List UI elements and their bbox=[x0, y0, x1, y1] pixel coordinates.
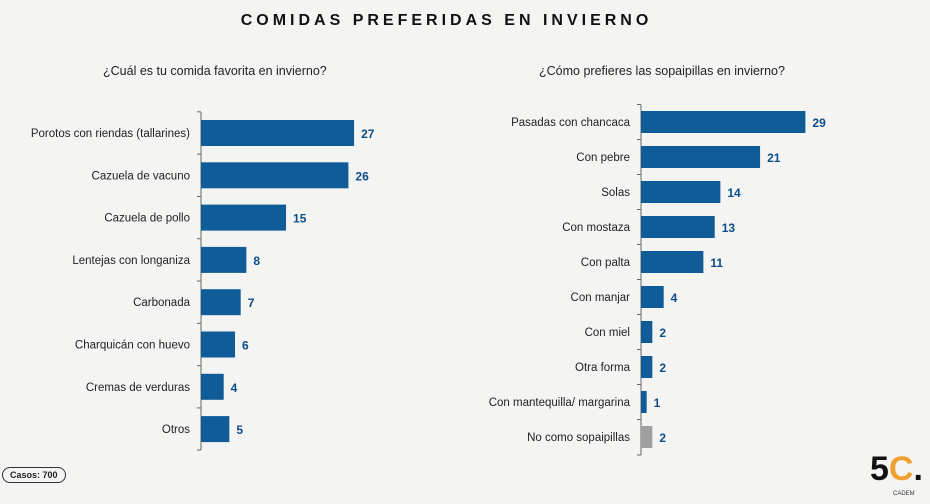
bar bbox=[641, 146, 761, 168]
category-label: Con mostaza bbox=[562, 222, 630, 234]
category-label: Porotos con riendas (tallarines) bbox=[31, 128, 190, 140]
category-label: Solas bbox=[601, 187, 630, 199]
category-label: Carbonada bbox=[133, 297, 191, 309]
data-label: 4 bbox=[671, 291, 678, 305]
bar bbox=[201, 416, 230, 443]
bar bbox=[201, 289, 241, 316]
category-label: Pasadas con chancaca bbox=[511, 117, 631, 129]
data-label: 2 bbox=[659, 431, 666, 445]
bar bbox=[641, 251, 704, 273]
bar bbox=[641, 356, 653, 378]
chart2-title: ¿Cómo prefieres las sopaipillas en invie… bbox=[539, 64, 785, 78]
category-label: Con mantequilla/ margarina bbox=[489, 397, 631, 409]
bar bbox=[201, 120, 355, 146]
data-label: 5 bbox=[236, 423, 243, 437]
bar bbox=[201, 373, 224, 400]
data-label: 13 bbox=[722, 221, 736, 235]
data-label: 4 bbox=[231, 381, 238, 395]
category-label: Charquicán con huevo bbox=[75, 340, 190, 352]
data-label: 15 bbox=[293, 212, 307, 226]
category-label: No como sopaipillas bbox=[527, 432, 630, 444]
data-label: 8 bbox=[253, 254, 260, 268]
bar bbox=[641, 426, 653, 448]
bar bbox=[641, 321, 653, 343]
bar bbox=[641, 391, 647, 413]
category-label: Cazuela de vacuno bbox=[92, 170, 190, 182]
category-label: Con palta bbox=[581, 257, 631, 269]
category-label: Otra forma bbox=[575, 362, 631, 374]
data-label: 2 bbox=[659, 326, 666, 340]
data-label: 11 bbox=[710, 256, 723, 270]
bar bbox=[641, 286, 664, 308]
category-label: Cremas de verduras bbox=[86, 382, 190, 394]
data-label: 7 bbox=[248, 296, 255, 310]
data-label: 14 bbox=[727, 186, 741, 200]
data-label: 6 bbox=[242, 339, 249, 353]
bar bbox=[641, 111, 806, 133]
bar bbox=[201, 204, 287, 231]
cases-badge: Casos: 700 bbox=[2, 467, 66, 483]
bar bbox=[641, 216, 715, 238]
category-label: Cazuela de pollo bbox=[104, 213, 190, 225]
bar bbox=[201, 246, 247, 273]
data-label: 26 bbox=[355, 169, 369, 183]
data-label: 21 bbox=[767, 151, 781, 165]
category-label: Con pebre bbox=[576, 152, 630, 164]
bar bbox=[201, 331, 236, 358]
data-label: 2 bbox=[659, 361, 666, 375]
category-label: Con manjar bbox=[571, 292, 631, 304]
data-label: 1 bbox=[654, 396, 661, 410]
category-label: Con miel bbox=[585, 327, 630, 339]
logo-subtext: CADEM bbox=[893, 491, 915, 497]
category-label: Lentejas con longaniza bbox=[72, 255, 190, 267]
bar bbox=[201, 162, 349, 189]
data-label: 29 bbox=[812, 116, 826, 130]
category-label: Otros bbox=[162, 424, 190, 436]
cadem-logo: 5C. bbox=[870, 450, 923, 488]
data-label: 27 bbox=[361, 127, 375, 141]
bar bbox=[641, 181, 721, 203]
page-title: COMIDAS PREFERIDAS EN INVIERNO bbox=[240, 12, 653, 29]
chart1-title: ¿Cuál es tu comida favorita en invierno? bbox=[103, 64, 327, 78]
